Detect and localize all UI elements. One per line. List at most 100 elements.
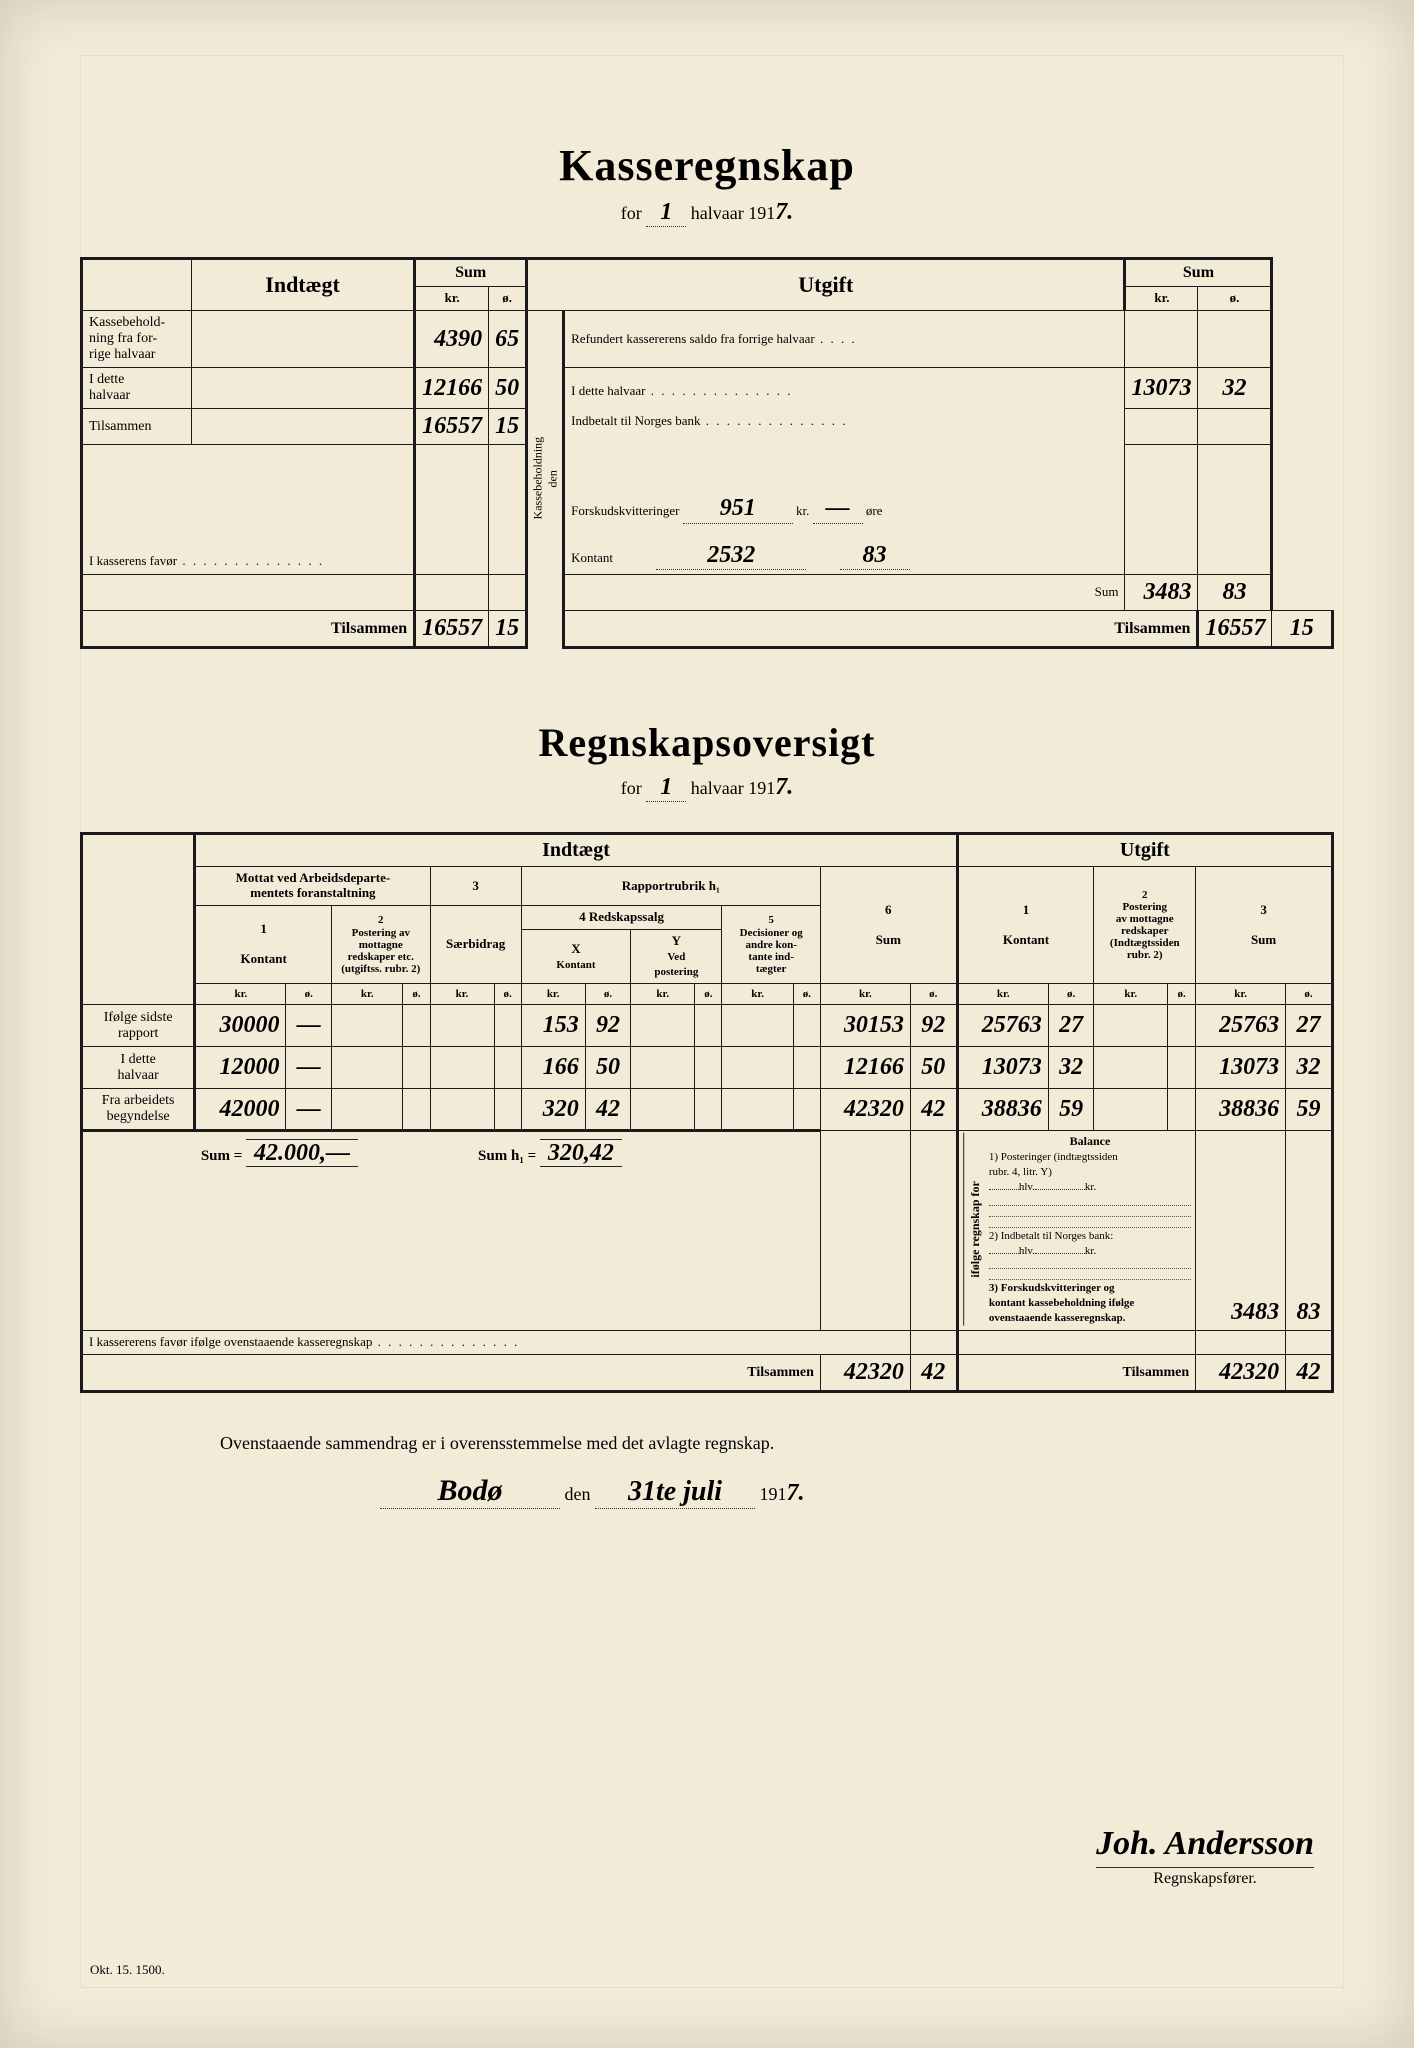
kasse-subtitle: for 1 halvaar 1917. xyxy=(80,199,1334,227)
cell: 166 xyxy=(521,1047,585,1089)
cell: 38836 xyxy=(1196,1089,1286,1131)
hdr-4: 4 Redskapssalg xyxy=(521,906,722,930)
cell: 12166 xyxy=(820,1047,910,1089)
cell: — xyxy=(286,1005,332,1047)
cell: 12000 xyxy=(195,1047,286,1089)
hdr-sum-r: Sum xyxy=(1125,259,1272,287)
row-kassebehold: Kassebehold- ning fra for- rige halvaar xyxy=(82,310,192,367)
favoer-row: I kassererens favør ifølge ovenstaaende … xyxy=(82,1331,821,1355)
cell: 42320 xyxy=(820,1355,910,1392)
kb-kr: 4390 xyxy=(415,310,489,367)
cell: 59 xyxy=(1286,1089,1333,1131)
ref-o xyxy=(1198,310,1272,367)
cell: 320 xyxy=(521,1089,585,1131)
tilsammen-b2: Tilsammen xyxy=(957,1355,1196,1392)
cell: 92 xyxy=(585,1005,631,1047)
hdr-3: 3 xyxy=(430,867,521,906)
cell: 153 xyxy=(521,1005,585,1047)
hdr-o2: ø. xyxy=(1198,287,1272,311)
cell: 30000 xyxy=(195,1005,286,1047)
row-frabeg: Fra arbeidets begyndelse xyxy=(82,1089,195,1131)
table-row: Sum 3483 83 xyxy=(82,575,1333,611)
tilsammen-b: Tilsammen xyxy=(82,1355,821,1392)
row-idette: I dette halvaar xyxy=(82,1047,195,1089)
year-suffix: 7. xyxy=(775,199,793,225)
halvaar-label: halvaar 191 xyxy=(691,203,775,223)
cell: 42 xyxy=(910,1089,957,1131)
cell: 42 xyxy=(910,1355,957,1392)
hdr-kr2: kr. xyxy=(1125,287,1198,311)
table-row: Tilsammen 16557 15 Tilsammen 16557 15 xyxy=(82,611,1333,648)
table-row: Kassebehold- ning fra for- rige halvaar … xyxy=(82,310,1333,367)
hdr-o: ø. xyxy=(489,287,527,311)
til-kr: 16557 xyxy=(415,409,489,445)
row-refundert: Refundert kassererens saldo fra forrige … xyxy=(564,310,1125,367)
cell: 27 xyxy=(1048,1005,1094,1047)
cell: 59 xyxy=(1048,1089,1094,1131)
for-label-2: for xyxy=(621,778,642,798)
o-h: ø. xyxy=(695,984,722,1005)
signature-line: Bodø den 31te juli 1917. xyxy=(380,1474,1334,1509)
row-tilsammen: Tilsammen xyxy=(82,409,192,445)
kr-h: kr. xyxy=(1196,984,1286,1005)
cell: 27 xyxy=(1286,1005,1333,1047)
kr-h: kr. xyxy=(631,984,695,1005)
til-o: 15 xyxy=(489,409,527,445)
hdr-5: 5Decisioner og andre kon- tante ind- tæg… xyxy=(722,906,821,984)
cell: 92 xyxy=(910,1005,957,1047)
cell: 42000 xyxy=(195,1089,286,1131)
till-o: 15 xyxy=(489,611,527,648)
hdr-indtaegt: Indtægt xyxy=(192,259,415,311)
kr-h: kr. xyxy=(430,984,494,1005)
o-h: ø. xyxy=(1048,984,1094,1005)
cell: 50 xyxy=(585,1047,631,1089)
id-o: 50 xyxy=(489,368,527,409)
cell: 38836 xyxy=(957,1089,1048,1131)
cell: 42 xyxy=(1286,1355,1333,1392)
year-prefix: 191 xyxy=(760,1484,787,1504)
kr-h: kr. xyxy=(521,984,585,1005)
cell: 42320 xyxy=(820,1089,910,1131)
hdr-saer: Særbidrag xyxy=(430,906,521,984)
place: Bodø xyxy=(380,1474,560,1509)
fav-kr: 3483 xyxy=(1196,1131,1286,1331)
sumr-kr: 3483 xyxy=(1125,575,1198,611)
cell: 13073 xyxy=(957,1047,1048,1089)
tilsammen-l: Tilsammen xyxy=(82,611,415,648)
row-favoer: I kasserens favør xyxy=(89,553,324,568)
hdr-sum-l: Sum xyxy=(415,259,527,287)
table-row: Fra arbeidets begyndelse 42000— 320 42 42… xyxy=(82,1089,1333,1131)
cell: 32 xyxy=(1048,1047,1094,1089)
row-idette-r: I dette halvaarIndbetalt til Norges bank xyxy=(564,368,1125,445)
balance-block: ifølge regnskap for Balance 1) Postering… xyxy=(957,1131,1196,1331)
forskud-kontant: Forskudskvitteringer 951 kr. — øre Konta… xyxy=(564,445,1125,575)
for-label: for xyxy=(621,203,642,223)
oversigt-table: Indtægt Utgift Mottat ved Arbeidsdeparte… xyxy=(80,832,1334,1393)
tilr-kr: 16557 xyxy=(1198,611,1272,648)
kb-o: 65 xyxy=(489,310,527,367)
halvaar-no-2: 1 xyxy=(646,774,686,802)
table-row: Tilsammen 42320 42 Tilsammen 42320 42 xyxy=(82,1355,1333,1392)
table-row: I dette halvaar 12166 50 I dette halvaar… xyxy=(82,368,1333,409)
o-h: ø. xyxy=(910,984,957,1005)
cell: 42320 xyxy=(1196,1355,1286,1392)
kr-h: kr. xyxy=(957,984,1048,1005)
signature-block: Joh. Andersson Regnskapsfører. xyxy=(1096,1825,1314,1888)
cell: — xyxy=(286,1089,332,1131)
signature-role: Regnskapsfører. xyxy=(1096,1867,1314,1888)
sums-block: Sum = 42.000,— Sum h₁ = 320,42 xyxy=(195,1131,821,1331)
kb-vertical: Kassebeholdning den xyxy=(527,310,564,647)
o-h: ø. xyxy=(403,984,430,1005)
hdr-x: XKontant xyxy=(521,930,631,984)
o-h: ø. xyxy=(494,984,521,1005)
kr-h: kr. xyxy=(722,984,793,1005)
hdr-u3: 3Sum xyxy=(1196,867,1333,984)
ref-kr xyxy=(1125,310,1198,367)
kr-h: kr. xyxy=(332,984,403,1005)
idr-o: 32 xyxy=(1198,368,1272,409)
date: 31te juli xyxy=(595,1476,755,1509)
oversigt-title: Regnskapsoversigt xyxy=(80,719,1334,766)
table-row: I kasserens favør Forskudskvitteringer 9… xyxy=(82,445,1333,575)
cell: 50 xyxy=(910,1047,957,1089)
hdr-y: YVed postering xyxy=(631,930,722,984)
